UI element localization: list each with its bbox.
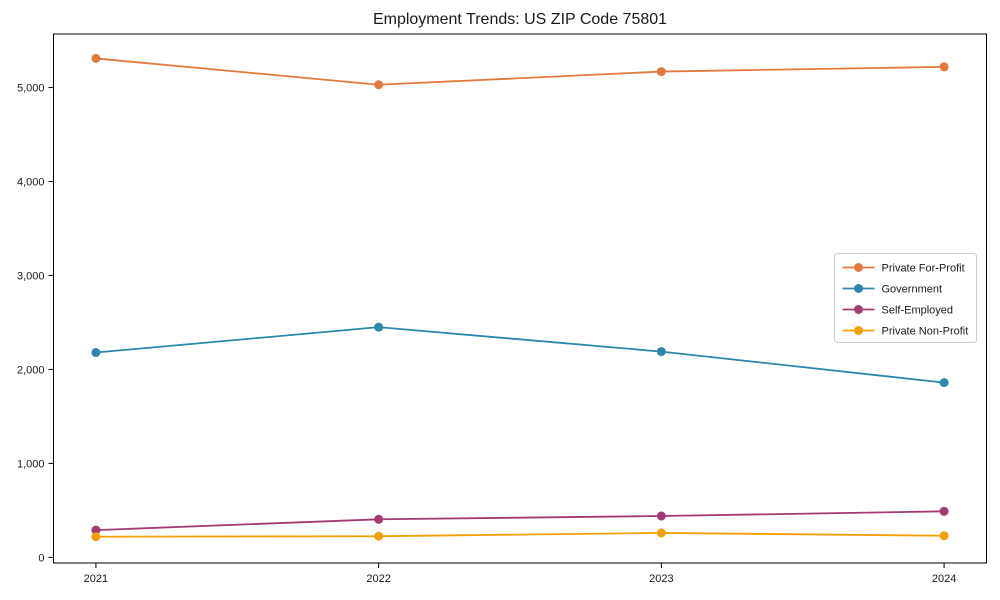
series-marker <box>91 53 101 63</box>
series-layer <box>91 53 949 542</box>
series-marker <box>374 322 384 332</box>
legend-item: Private Non-Profit <box>842 326 969 338</box>
series-marker <box>656 511 666 521</box>
legend-box <box>834 253 977 343</box>
chart-title: Employment Trends: US ZIP Code 75801 <box>373 11 667 28</box>
y-tick-label: 1,000 <box>17 458 45 470</box>
series-marker <box>91 525 101 535</box>
series-line <box>95 326 945 384</box>
legend-marker <box>854 263 863 272</box>
series-line <box>95 532 945 538</box>
axes-layer: 0 1,000 2,000 3,000 4,000 5,000 2021 2022 2023 20… <box>17 33 987 585</box>
series-marker <box>939 506 949 516</box>
x-tick-label: 2021 <box>84 573 108 585</box>
y-tick-label: 4,000 <box>17 177 45 189</box>
series-marker <box>91 532 101 542</box>
series-marker <box>374 80 384 90</box>
series-marker <box>91 348 101 358</box>
legend-label: Self-Employed <box>882 305 954 317</box>
legend-item: Government <box>842 284 943 296</box>
series-marker <box>374 514 384 524</box>
y-tick-label: 2,000 <box>17 364 45 376</box>
y-tick-label: 3,000 <box>17 270 45 282</box>
legend-label: Government <box>882 284 943 296</box>
series-marker <box>656 528 666 538</box>
series-marker <box>656 347 666 357</box>
legend-marker <box>854 326 863 335</box>
legend-item: Private For-Profit <box>842 263 965 275</box>
series-marker <box>374 531 384 541</box>
legend-item: Self-Employed <box>842 305 954 317</box>
y-tick-label: 5,000 <box>17 83 45 95</box>
legend-label: Private Non-Profit <box>882 326 969 338</box>
series-marker <box>939 62 949 72</box>
series-marker <box>939 378 949 388</box>
legend-marker <box>854 284 863 293</box>
x-tick-label: 2022 <box>366 573 390 585</box>
x-tick-label: 2024 <box>932 573 956 585</box>
x-tick-label: 2023 <box>649 573 673 585</box>
series-line <box>95 57 945 86</box>
legend: Private For-Profit Government Self-Employe… <box>834 253 977 343</box>
plot-frame <box>53 33 987 564</box>
legend-marker <box>854 305 863 314</box>
series-marker <box>656 67 666 77</box>
series-line <box>95 510 945 532</box>
legend-label: Private For-Profit <box>882 263 965 275</box>
series-marker <box>939 531 949 541</box>
y-tick-label: 0 <box>38 552 44 564</box>
